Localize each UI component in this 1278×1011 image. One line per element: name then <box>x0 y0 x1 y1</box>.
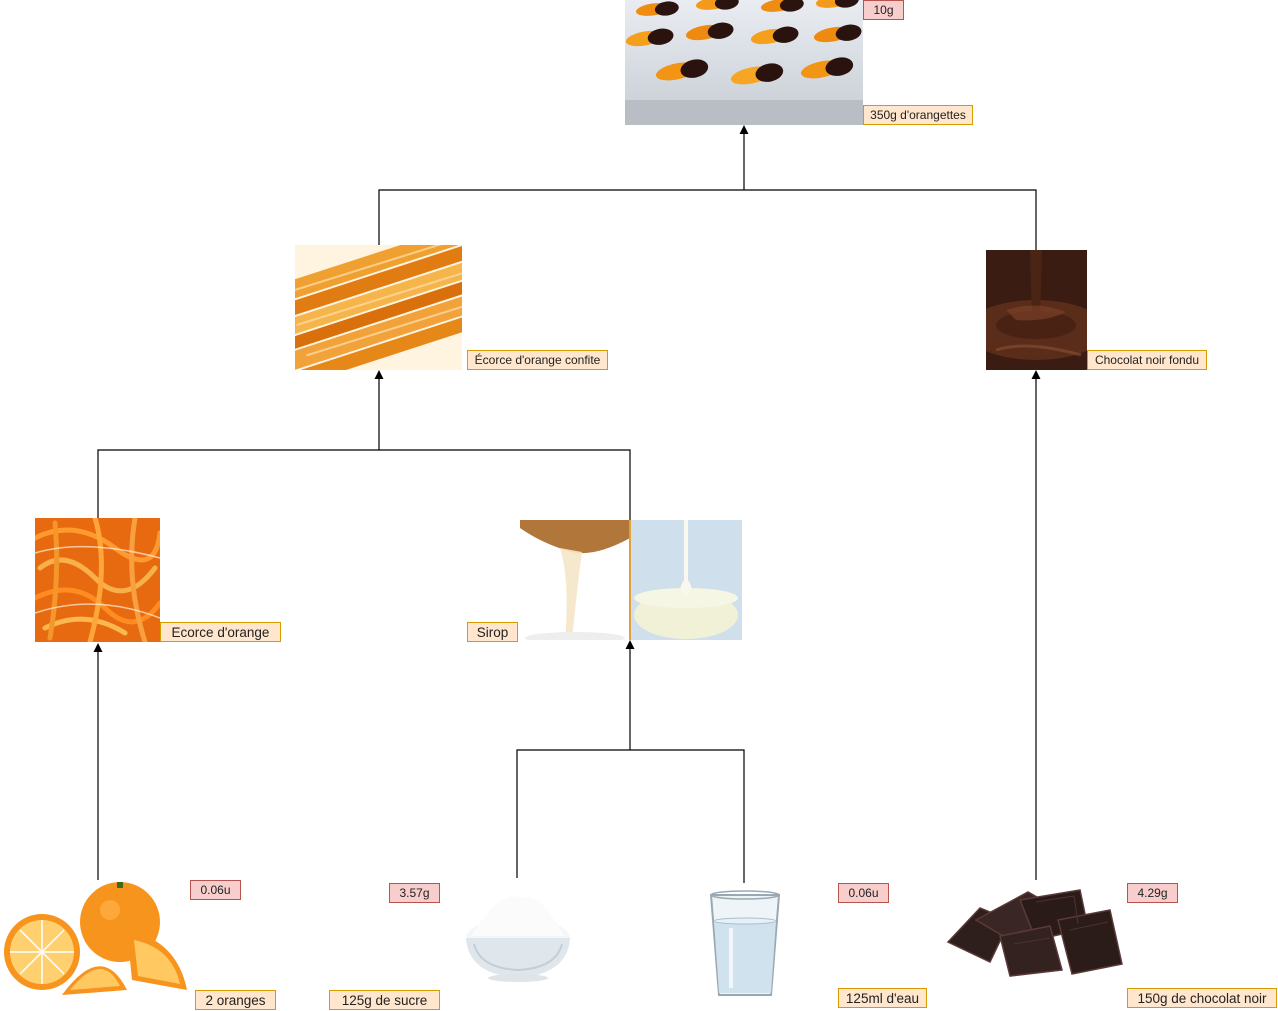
water-label: 125ml d'eau <box>838 988 927 1008</box>
candied-peel-label: Écorce d'orange confite <box>467 350 608 370</box>
edge-eau-to-sirop <box>630 749 745 883</box>
syrup-photo <box>520 520 742 640</box>
sugar-quantity-badge: 3.57g <box>389 883 440 903</box>
chocolate-label: 150g de chocolat noir <box>1127 988 1277 1008</box>
chocolate-quantity-badge: 4.29g <box>1127 883 1178 903</box>
syrup-label: Sirop <box>467 622 518 642</box>
water-quantity-badge: 0.06u <box>838 883 889 903</box>
oranges-quantity-badge: 0.06u <box>190 880 241 900</box>
oranges-photo <box>2 880 192 1002</box>
sugar-label: 125g de sucre <box>329 990 440 1010</box>
orangettes-quantity-badge: 10g <box>863 0 904 20</box>
orange-zest-photo <box>35 518 160 642</box>
dark-chocolate-photo <box>940 880 1130 980</box>
edge-sirop-to-confite <box>379 449 631 520</box>
edge-chocolat-fondu-to-orangettes <box>744 189 1037 250</box>
edge-ecorce-confite-to-orangettes <box>378 189 744 245</box>
orange-zest-label: Ecorce d'orange <box>160 622 281 642</box>
edge-ecorce-to-confite <box>97 449 379 518</box>
edge-sucre-to-sirop <box>516 749 630 878</box>
melted-chocolate-label: Chocolat noir fondu <box>1087 350 1207 370</box>
water-glass-photo <box>645 883 840 1005</box>
orangettes-photo <box>625 0 863 125</box>
melted-chocolate-photo <box>986 250 1087 370</box>
oranges-label: 2 oranges <box>195 990 276 1010</box>
orangettes-label: 350g d'orangettes <box>863 105 973 125</box>
candied-peel-photo <box>295 245 462 370</box>
sugar-bowl-photo <box>440 878 600 1000</box>
